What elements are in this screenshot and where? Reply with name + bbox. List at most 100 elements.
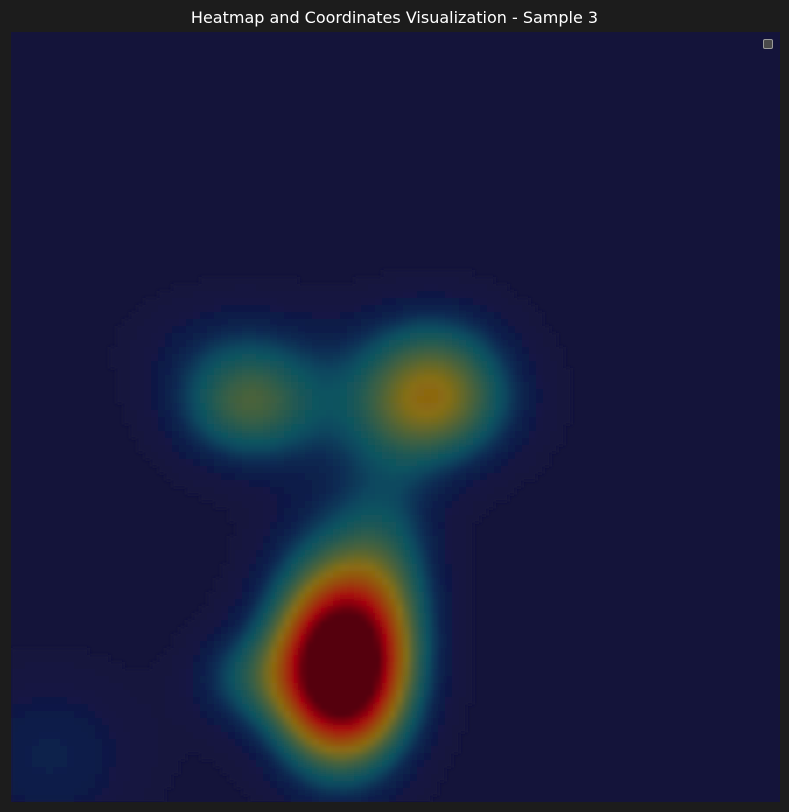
heatmap-cell (326, 606, 334, 614)
heatmap-cell (256, 326, 264, 334)
heatmap-cell (172, 382, 180, 390)
heatmap-cell (277, 480, 285, 488)
heatmap-cell (354, 522, 362, 530)
heatmap-cell (200, 354, 208, 362)
heatmap-cell (235, 543, 243, 551)
heatmap-cell (466, 641, 474, 649)
heatmap-cell (515, 473, 523, 481)
heatmap-cell (109, 718, 117, 726)
heatmap-cell (438, 480, 446, 488)
heatmap-cell (151, 424, 159, 432)
heatmap-cell (312, 431, 320, 439)
heatmap-cell (368, 592, 376, 600)
heatmap-cell (410, 417, 418, 425)
heatmap-cell (130, 774, 138, 782)
heatmap-cell (417, 312, 425, 320)
heatmap-cell (179, 382, 187, 390)
heatmap-cell (375, 452, 383, 460)
heatmap-cell (340, 599, 348, 607)
heatmap-cell (277, 508, 285, 516)
heatmap-cell (347, 557, 355, 565)
heatmap-cell (88, 774, 96, 782)
heatmap-cell (130, 361, 138, 369)
heatmap-cell (32, 788, 40, 796)
heatmap-cell (221, 382, 229, 390)
heatmap-cell (158, 655, 166, 663)
heatmap-cell (459, 718, 467, 726)
heatmap-cell (18, 795, 26, 802)
heatmap-cell (382, 452, 390, 460)
heatmap-cell (403, 480, 411, 488)
heatmap-cell (221, 473, 229, 481)
heatmap-cell (438, 536, 446, 544)
heatmap-cell (445, 368, 453, 376)
heatmap-cell (438, 305, 446, 313)
heatmap-cell (123, 774, 131, 782)
heatmap-cell (144, 781, 152, 789)
heatmap-cell (221, 389, 229, 397)
heatmap-cell (319, 746, 327, 754)
heatmap-cell (403, 676, 411, 684)
heatmap-cell (410, 473, 418, 481)
heatmap-cell (375, 634, 383, 642)
heatmap-cell (333, 648, 341, 656)
heatmap-cell (172, 438, 180, 446)
heatmap-cell (508, 396, 516, 404)
heatmap-cell (410, 298, 418, 306)
heatmap-cell (186, 718, 194, 726)
heatmap-cell (438, 438, 446, 446)
heatmap-cell (326, 683, 334, 691)
heatmap-cell (361, 536, 369, 544)
heatmap-cell (375, 326, 383, 334)
heatmap-cell (242, 725, 250, 733)
heatmap-cell (550, 361, 558, 369)
heatmap-cell (354, 788, 362, 796)
heatmap-cell (473, 298, 481, 306)
heatmap-cell (354, 578, 362, 586)
heatmap-cell (424, 620, 432, 628)
heatmap-cell (375, 795, 383, 802)
heatmap-cell (249, 410, 257, 418)
heatmap-cell (326, 326, 334, 334)
heatmap-cell (494, 333, 502, 341)
heatmap-cell (263, 704, 271, 712)
heatmap-cell (25, 683, 33, 691)
heatmap-cell (424, 277, 432, 285)
heatmap-cell (403, 270, 411, 278)
heatmap-cell (403, 375, 411, 383)
heatmap-cell (277, 354, 285, 362)
heatmap-cell (151, 718, 159, 726)
heatmap-cell (74, 648, 82, 656)
heatmap-cell (172, 711, 180, 719)
heatmap-cell (361, 354, 369, 362)
heatmap-cell (375, 389, 383, 397)
heatmap-cell (403, 718, 411, 726)
heatmap-cell (242, 410, 250, 418)
heatmap-cell (438, 606, 446, 614)
heatmap-cell (536, 312, 544, 320)
heatmap-cell (438, 648, 446, 656)
heatmap-cell (228, 655, 236, 663)
heatmap-cell (214, 725, 222, 733)
heatmap-cell (60, 725, 68, 733)
heatmap-cell (319, 361, 327, 369)
heatmap-cell (389, 410, 397, 418)
heatmap-cell (389, 627, 397, 635)
heatmap-cell (193, 333, 201, 341)
heatmap-cell (312, 361, 320, 369)
heatmap-cell (74, 725, 82, 733)
heatmap-cell (396, 760, 404, 768)
heatmap-cell (473, 382, 481, 390)
heatmap-cell (333, 718, 341, 726)
heatmap-cell (263, 312, 271, 320)
heatmap-cell (109, 725, 117, 733)
heatmap-cell (319, 298, 327, 306)
heatmap-cell (46, 697, 54, 705)
heatmap-cell (361, 578, 369, 586)
heatmap-cell (431, 382, 439, 390)
heatmap-cell (277, 641, 285, 649)
heatmap-cell (452, 347, 460, 355)
heatmap-cell (466, 410, 474, 418)
heatmap-cell (312, 403, 320, 411)
heatmap-cell (557, 417, 565, 425)
